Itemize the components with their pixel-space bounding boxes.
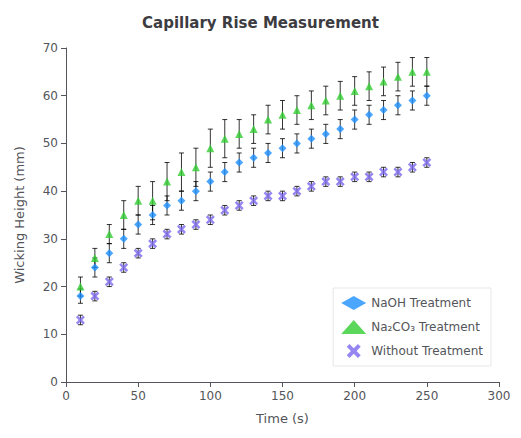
svg-text:60: 60 xyxy=(43,89,58,103)
svg-text:250: 250 xyxy=(415,389,438,403)
svg-text:10: 10 xyxy=(43,327,58,341)
svg-text:300: 300 xyxy=(488,389,511,403)
svg-text:40: 40 xyxy=(43,184,58,198)
svg-text:70: 70 xyxy=(43,41,58,55)
svg-text:0: 0 xyxy=(62,389,70,403)
svg-text:20: 20 xyxy=(43,280,58,294)
svg-text:150: 150 xyxy=(271,389,294,403)
svg-text:0: 0 xyxy=(50,375,58,389)
svg-text:200: 200 xyxy=(343,389,366,403)
svg-text:Without Treatment: Without Treatment xyxy=(371,344,483,358)
svg-text:Time (s): Time (s) xyxy=(255,411,309,426)
svg-text:Wicking Height (mm): Wicking Height (mm) xyxy=(12,146,27,284)
svg-text:50: 50 xyxy=(131,389,146,403)
svg-text:NaOH Treatment: NaOH Treatment xyxy=(371,296,471,310)
svg-text:Na₂CO₃ Treatment: Na₂CO₃ Treatment xyxy=(371,320,480,334)
svg-text:50: 50 xyxy=(43,136,58,150)
svg-text:Capillary Rise Measurement: Capillary Rise Measurement xyxy=(142,14,379,32)
svg-text:30: 30 xyxy=(43,232,58,246)
svg-text:100: 100 xyxy=(199,389,222,403)
